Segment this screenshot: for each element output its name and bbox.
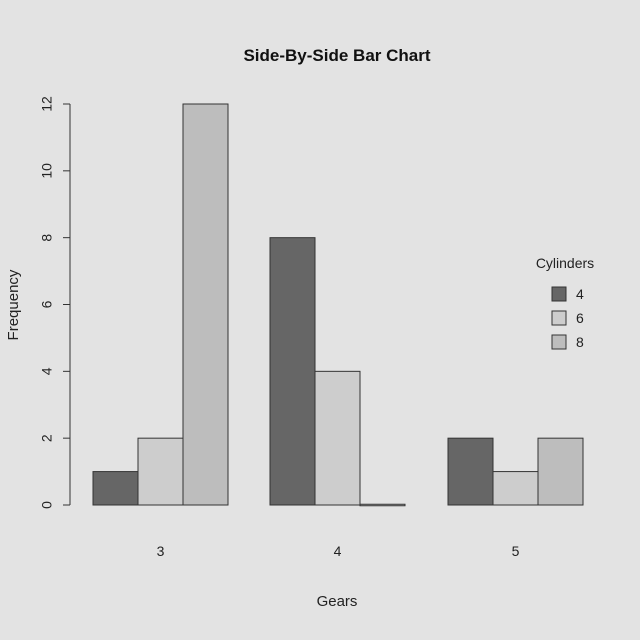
x-tick-label: 3: [157, 543, 165, 559]
y-axis-label: Frequency: [5, 269, 22, 340]
bar-gear-4-cyl-4: [269, 237, 316, 506]
y-tick-label: 4: [39, 367, 55, 375]
bar-gear-4-cyl-8: [359, 503, 406, 507]
bar-gear-5-cyl-6: [492, 471, 539, 506]
x-tick-label: 4: [334, 543, 342, 559]
legend-label-6: 6: [576, 310, 584, 326]
legend-title: Cylinders: [536, 255, 594, 271]
legend-label-4: 4: [576, 286, 584, 302]
bar-gear-3-cyl-8: [182, 103, 229, 506]
y-tick-label: 6: [39, 300, 55, 308]
y-tick-label: 2: [39, 434, 55, 442]
x-axis-label: Gears: [317, 593, 358, 610]
bars-group: [92, 103, 584, 507]
bar-gear-5-cyl-8: [537, 437, 584, 506]
legend-swatch-8: [551, 334, 567, 350]
legend-swatch-6: [551, 310, 567, 326]
y-tick-label: 8: [39, 234, 55, 242]
x-tick-label: 5: [512, 543, 520, 559]
bar-gear-3-cyl-4: [92, 471, 139, 506]
y-tick-label: 0: [39, 501, 55, 509]
y-tick-label: 10: [39, 163, 55, 179]
y-axis: 0 2 4 6 8 10 12: [39, 96, 71, 509]
bar-gear-3-cyl-6: [137, 437, 184, 506]
legend: Cylinders 4 6 8: [536, 255, 594, 350]
x-tick-labels: 3 4 5: [157, 543, 520, 559]
bar-gear-4-cyl-6: [314, 370, 361, 506]
legend-label-8: 8: [576, 334, 584, 350]
legend-swatch-4: [551, 286, 567, 302]
bar-gear-5-cyl-4: [447, 437, 494, 506]
y-tick-label: 12: [39, 96, 55, 112]
chart-title: Side-By-Side Bar Chart: [243, 46, 430, 65]
